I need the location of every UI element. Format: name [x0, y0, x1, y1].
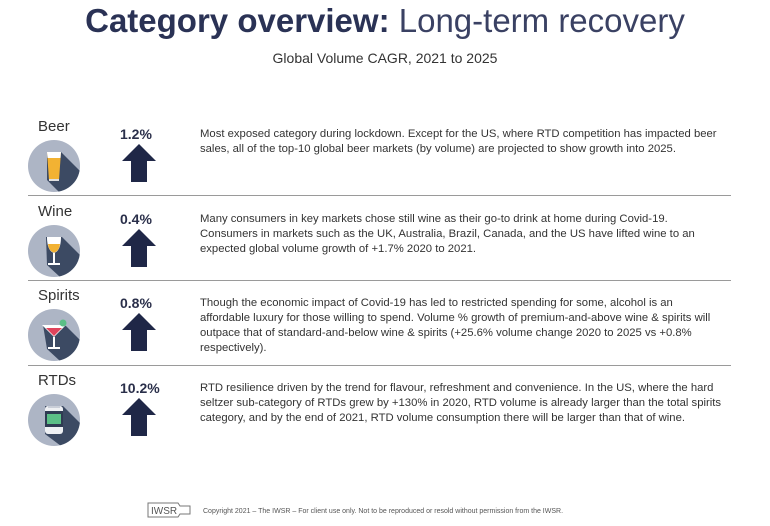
category-description: Most exposed category during lockdown. E…: [200, 128, 717, 155]
category-description: Many consumers in key markets chose stil…: [200, 213, 695, 255]
wine-glass-icon: [28, 225, 80, 277]
can-icon: [28, 394, 80, 446]
iwsr-logo: IWSR: [147, 502, 191, 518]
category-name: Wine: [38, 203, 73, 220]
category-row-spirits: Spirits 0.8% Though the economic impact …: [28, 287, 731, 366]
growth-value: 10.2%: [120, 380, 160, 396]
page-title: Category overview: Long-term recovery: [0, 2, 770, 40]
title-bold: Category overview:: [85, 2, 390, 39]
category-row-beer: Beer 1.2% Most exposed category during l…: [28, 118, 731, 196]
up-arrow-icon: [122, 144, 156, 182]
category-description: RTD resilience driven by the trend for f…: [200, 382, 722, 424]
logo-text: IWSR: [151, 506, 177, 517]
category-row-wine: Wine 0.4% Many consumers in key markets …: [28, 203, 731, 281]
title-light: Long-term recovery: [398, 2, 685, 39]
growth-value: 0.4%: [120, 211, 152, 227]
row-divider: [28, 280, 731, 281]
category-name: Spirits: [38, 287, 80, 304]
copyright-text: Copyright 2021 – The IWSR – For client u…: [203, 508, 564, 515]
category-row-rtds: RTDs 10.2% RTD resilience driven by the …: [28, 372, 731, 450]
category-name: Beer: [38, 118, 70, 135]
row-divider: [28, 195, 731, 196]
up-arrow-icon: [122, 313, 156, 351]
growth-value: 1.2%: [120, 126, 152, 142]
category-name: RTDs: [38, 372, 77, 389]
category-description: Though the economic impact of Covid-19 h…: [200, 297, 711, 354]
row-divider: [28, 365, 731, 366]
growth-value: 0.8%: [120, 295, 152, 311]
up-arrow-icon: [122, 398, 156, 436]
up-arrow-icon: [122, 229, 156, 267]
page-subtitle: Global Volume CAGR, 2021 to 2025: [272, 50, 498, 66]
cocktail-glass-icon: [28, 309, 80, 361]
beer-glass-icon: [28, 140, 80, 192]
